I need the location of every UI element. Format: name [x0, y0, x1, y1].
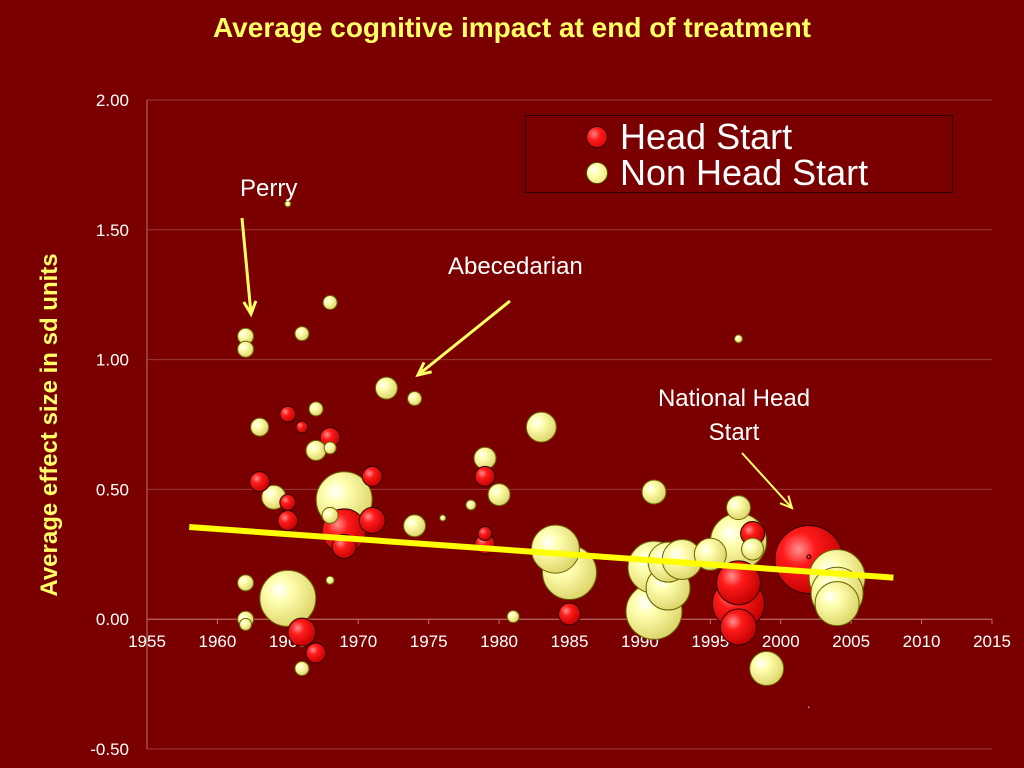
y-tick-label: 0.50: [96, 480, 129, 499]
arrow-abecedarian: [417, 299, 511, 377]
point-non-head-start: [525, 411, 557, 443]
arrow-perry: [240, 217, 253, 315]
annotation-national-head-start-line1: National Head: [657, 385, 811, 412]
point-head-start: [295, 420, 309, 434]
point-non-head-start: [374, 376, 398, 400]
y-tick-label: -0.50: [90, 740, 129, 759]
annotation-national-head-start: National Head Start: [636, 382, 832, 450]
point-non-head-start: [439, 514, 447, 522]
point-non-head-start: [749, 651, 785, 687]
point-non-head-start: [325, 575, 335, 585]
legend-item-non-head-start: Non Head Start: [586, 152, 869, 193]
legend-label-head-start: Head Start: [620, 116, 793, 157]
arrow-national-head-start: [741, 452, 793, 509]
point-non-head-start: [487, 483, 511, 507]
point-non-head-start: [407, 391, 423, 407]
annotation-arrows: [240, 217, 794, 510]
chart-title: Average cognitive impact at end of treat…: [213, 12, 811, 43]
x-tick-label: 1985: [551, 632, 589, 651]
head-start-marker-icon: [586, 126, 608, 148]
annotation-abecedarian: Abecedarian: [448, 253, 583, 280]
point-non-head-start: [237, 574, 255, 592]
point-head-start: [287, 617, 317, 647]
legend-item-head-start: Head Start: [586, 116, 793, 157]
point-non-head-start: [465, 499, 477, 511]
point-non-head-start: [506, 610, 520, 624]
y-tick-label: 1.50: [96, 221, 129, 240]
point-non-head-start: [259, 569, 317, 627]
point-non-head-start: [294, 661, 310, 677]
point-non-head-start: [741, 537, 765, 561]
point-non-head-start: [284, 200, 292, 208]
point-non-head-start: [814, 581, 860, 627]
point-non-head-start: [734, 334, 743, 344]
annotation-national-head-start-line2: Start: [708, 419, 760, 446]
x-tick-label: 1995: [691, 632, 729, 651]
x-tick-label: 1975: [410, 632, 448, 651]
point-head-start: [806, 554, 812, 560]
x-tick-label: 1970: [339, 632, 377, 651]
point-non-head-start: [323, 441, 337, 455]
point-non-head-start: [305, 439, 327, 461]
point-head-start: [806, 704, 812, 710]
x-tick-label: 2000: [762, 632, 800, 651]
point-head-start: [720, 608, 757, 646]
point-non-head-start: [403, 514, 427, 538]
legend: Head Start Non Head Start: [525, 115, 953, 193]
x-tick-label: 1960: [199, 632, 237, 651]
trend-line: [189, 524, 894, 581]
x-tick-label: 1955: [128, 632, 166, 651]
trend-line-group: [189, 524, 894, 581]
non-head-start-marker-icon: [586, 162, 608, 184]
data-points: [237, 200, 866, 710]
y-tick-label: 2.00: [96, 91, 129, 110]
point-non-head-start: [321, 506, 339, 524]
x-tick-label: 2005: [832, 632, 870, 651]
point-head-start: [305, 642, 327, 664]
y-tick-label: 1.00: [96, 351, 129, 370]
point-head-start: [716, 560, 761, 606]
point-non-head-start: [322, 294, 338, 310]
point-head-start: [277, 510, 299, 532]
x-tick-label: 2015: [973, 632, 1011, 651]
point-head-start: [358, 507, 386, 535]
arrow-perry-head: [242, 300, 258, 318]
point-head-start: [477, 526, 493, 542]
arrow-abecedarian-head: [415, 361, 432, 378]
point-head-start: [249, 471, 271, 493]
point-non-head-start: [308, 401, 324, 417]
point-non-head-start: [530, 524, 580, 574]
legend-label-non-head-start: Non Head Start: [620, 152, 869, 193]
point-non-head-start: [239, 617, 253, 631]
point-head-start: [279, 405, 297, 423]
y-axis-label: Average effect size in sd units: [36, 253, 63, 597]
arrow-national-head-start-head: [779, 495, 794, 510]
point-head-start: [474, 465, 496, 487]
x-tick-label: 2010: [903, 632, 941, 651]
point-non-head-start: [250, 417, 270, 437]
point-head-start: [279, 493, 297, 511]
point-non-head-start: [237, 340, 255, 358]
point-head-start: [361, 465, 383, 487]
point-non-head-start: [294, 326, 310, 342]
point-non-head-start: [726, 495, 751, 521]
y-tick-label: 0.00: [96, 610, 129, 629]
x-tick-label: 1980: [480, 632, 518, 651]
point-non-head-start: [641, 479, 667, 505]
point-head-start: [558, 602, 581, 626]
annotation-perry: Perry: [240, 175, 298, 202]
